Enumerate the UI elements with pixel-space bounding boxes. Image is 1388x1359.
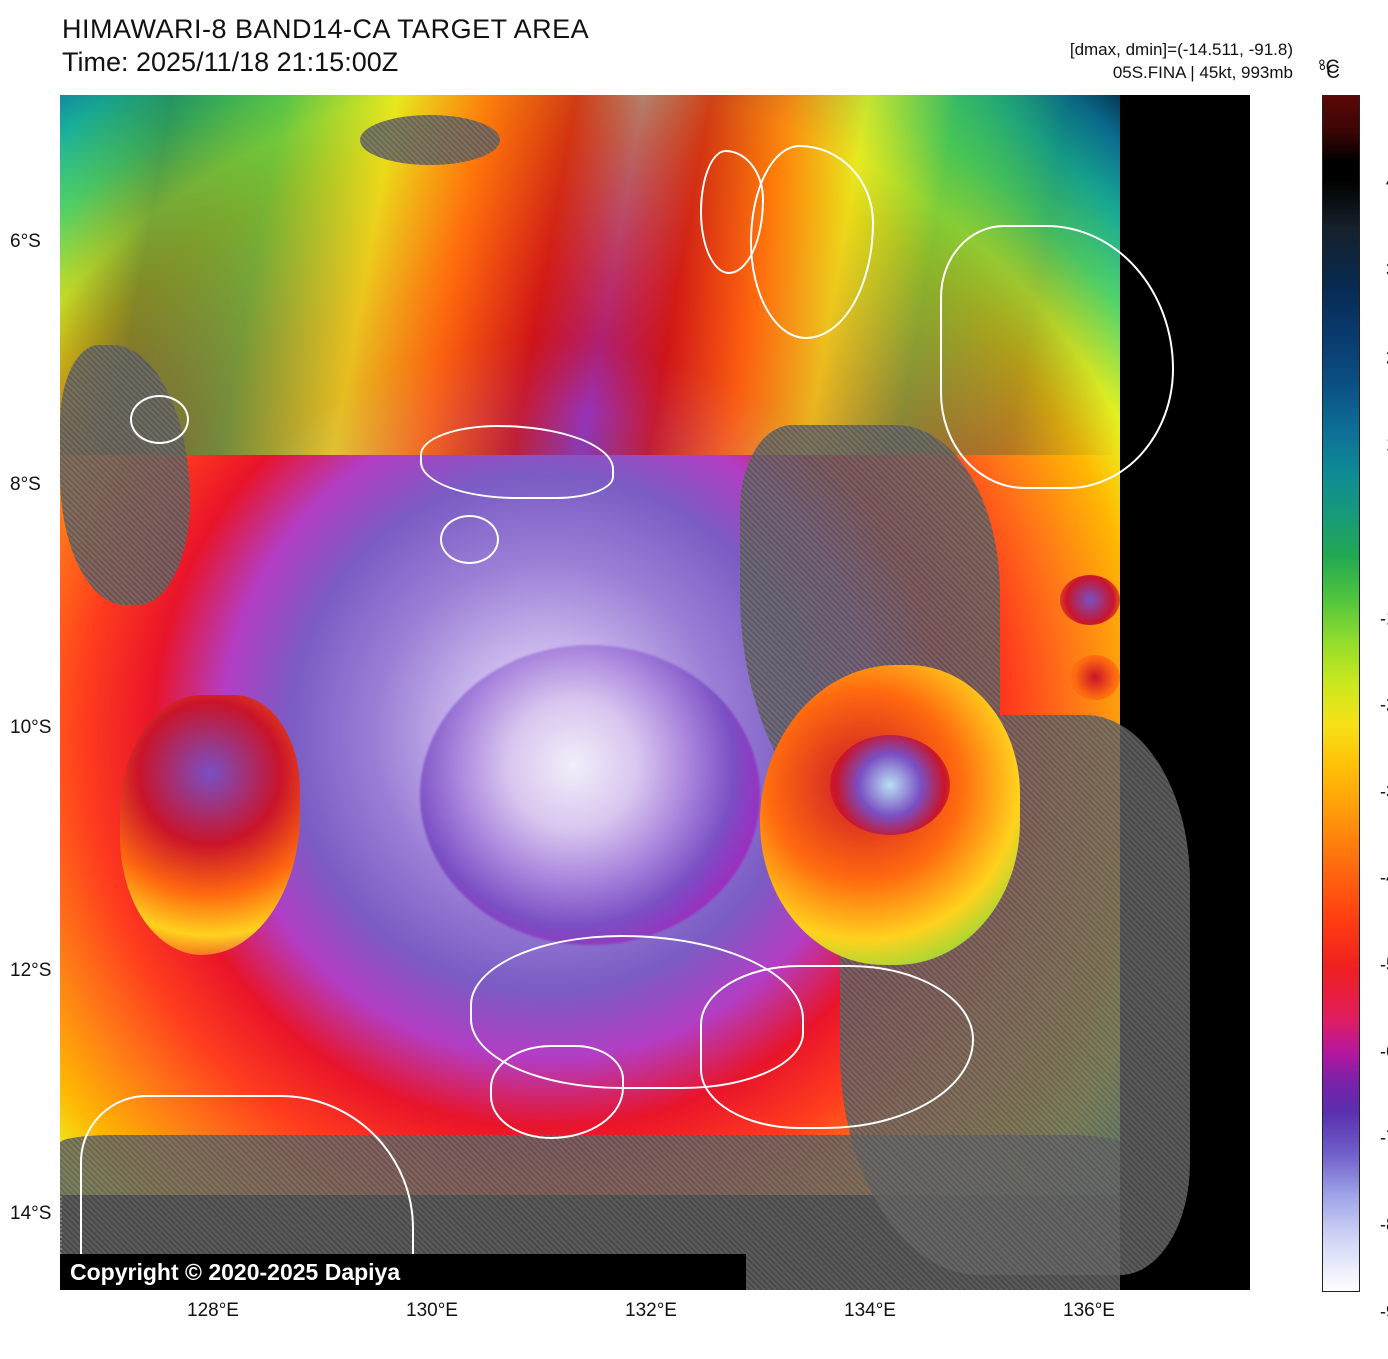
x-tick-label: 128°E [187,1300,239,1322]
colorbar-tick: -60 [1380,1042,1388,1063]
storm-convective-cell [1060,575,1120,625]
colorbar-tick: -80 [1380,1215,1388,1236]
colorbar-tick: -90 [1380,1302,1388,1323]
coastline-outline [440,515,499,564]
y-tick-label: 8°S [10,474,41,496]
land-mass [360,115,500,165]
colorbar-tick: -10 [1380,609,1388,630]
x-tick-label: 132°E [625,1300,677,1322]
colorbar-tick: -40 [1380,868,1388,889]
chart-title: HIMAWARI-8 BAND14-CA TARGET AREA [62,14,589,45]
colorbar-tick: -30 [1380,782,1388,803]
chart-subtitle: Time: 2025/11/18 21:15:00Z [62,47,589,78]
y-tick-label: 12°S [10,960,51,982]
coastline-outline [940,225,1174,489]
x-tick-label: 130°E [406,1300,458,1322]
colorbar-tick: -20 [1380,695,1388,716]
storm-id-label: 05S.FINA | 45kt, 993mb [1070,63,1293,83]
colorbar-tick: -50 [1380,955,1388,976]
y-tick-label: 6°S [10,231,41,253]
storm-convective-cell [830,735,950,835]
unit-label: °C [1319,62,1340,84]
dmax-dmin-label: [dmax, dmin]=(-14.511, -91.8) [1070,40,1293,60]
x-tick-label: 136°E [1063,1300,1115,1322]
colorbar-tick: -70 [1380,1128,1388,1149]
title-block: HIMAWARI-8 BAND14-CA TARGET AREA Time: 2… [62,14,589,78]
storm-convective-cell [1070,655,1120,700]
x-tick-label: 134°E [844,1300,896,1322]
satellite-plot-area: Copyright © 2020-2025 Dapiya [60,95,1250,1290]
storm-eye [420,645,760,945]
coastline-outline [130,395,189,444]
colorbar-gradient [1322,95,1360,1292]
y-tick-label: 14°S [10,1203,51,1225]
colorbar[interactable]: °C 40 30 20 10 0 -10 -20 -30 -40 -50 -60… [1322,95,1358,1290]
copyright-label: Copyright © 2020-2025 Dapiya [60,1254,746,1290]
y-tick-label: 10°S [10,717,51,739]
info-block: [dmax, dmin]=(-14.511, -91.8) 05S.FINA |… [1070,40,1293,83]
